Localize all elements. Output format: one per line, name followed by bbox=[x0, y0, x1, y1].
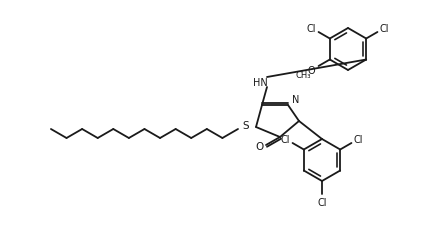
Text: Cl: Cl bbox=[307, 24, 316, 34]
Text: O: O bbox=[308, 66, 316, 76]
Text: N: N bbox=[292, 95, 299, 105]
Text: HN: HN bbox=[253, 78, 267, 88]
Text: O: O bbox=[256, 141, 264, 151]
Text: Cl: Cl bbox=[380, 24, 389, 34]
Text: Cl: Cl bbox=[281, 134, 290, 144]
Text: S: S bbox=[243, 121, 249, 131]
Text: CH₃: CH₃ bbox=[295, 71, 311, 80]
Text: Cl: Cl bbox=[317, 197, 327, 207]
Text: Cl: Cl bbox=[354, 134, 363, 144]
